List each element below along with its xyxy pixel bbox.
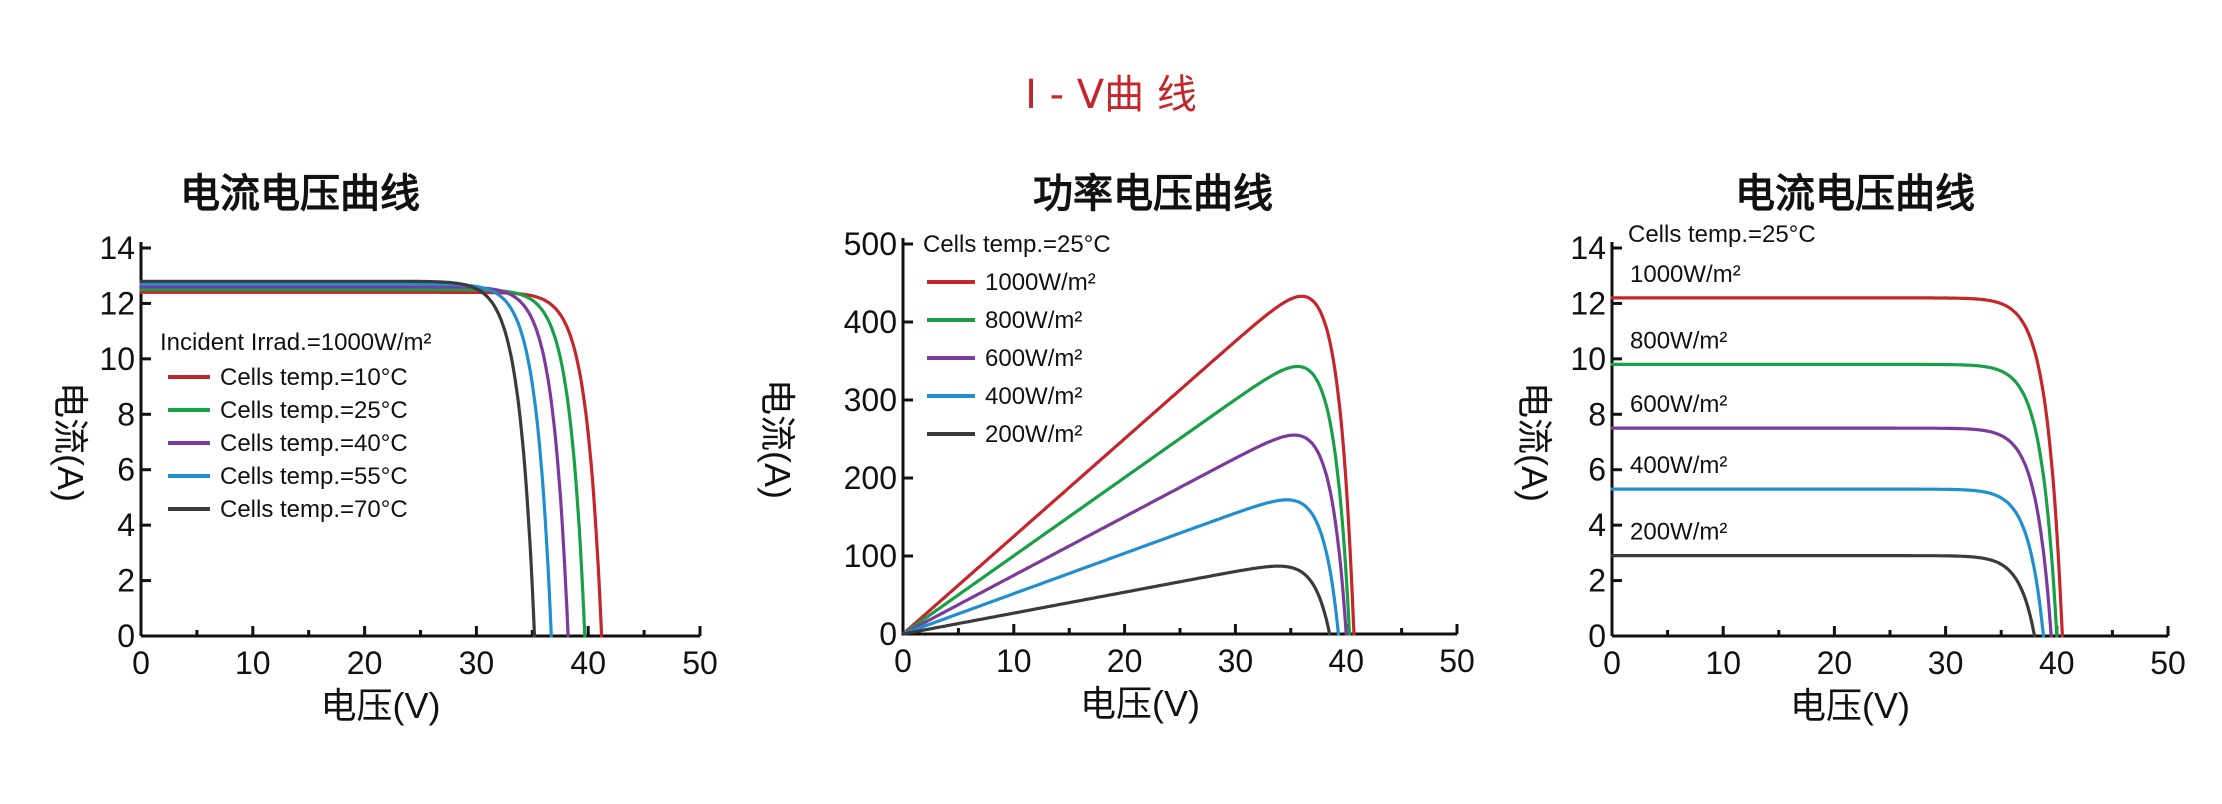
y-tick-label: 300 [844,382,897,418]
chart-3: 电流电压曲线 0 2 4 6 8 10 12 14 0 10 20 30 40 50 电压(V) 电流(A) 10… [1514,171,2186,726]
x-tick-label: 0 [132,645,150,681]
x-tick-label: 30 [1218,643,1254,679]
legend-item: Cells temp.=40°C [220,430,408,457]
series-label: 400W/m² [1630,452,1727,479]
y-tick-label: 6 [117,452,135,488]
y-tick-label: 10 [1570,341,1606,377]
chart-1: 电流电压曲线 0 2 4 6 8 10 12 14 0 10 20 30 40 50 电压(V) 电流(A) In… [50,171,718,726]
y-tick-label: 500 [844,226,897,262]
series-line [139,285,570,638]
legend-item: Cells temp.=70°C [220,496,408,523]
series-line [1610,554,2037,638]
legend-item: 200W/m² [985,421,1082,448]
y-tick-label: 0 [879,616,897,652]
y-axis-label: 电流(A) [1514,382,1555,502]
series-line [1610,362,2059,638]
y-tick-label: 4 [1588,507,1606,543]
series-line [139,282,553,638]
x-tick-label: 10 [1705,645,1741,681]
y-tick-label: 100 [844,538,897,574]
series-line [901,294,1356,636]
series-label: 200W/m² [1630,519,1727,546]
x-tick-label: 10 [996,643,1032,679]
series-label: 800W/m² [1630,327,1727,354]
chart-title: 电流电压曲线 [1735,171,1975,217]
y-tick-label: 14 [1570,230,1606,266]
y-tick-label: 200 [844,460,897,496]
series-line [1610,487,2046,638]
legend-title: Incident Irrad.=1000W/m² [160,329,431,356]
legend-item: 400W/m² [985,383,1082,410]
series-line [901,498,1340,636]
series-line [139,288,587,638]
legend-item: Cells temp.=25°C [220,397,408,424]
y-tick-label: 8 [117,396,135,432]
y-tick-label: 10 [99,341,135,377]
x-tick-label: 40 [570,645,606,681]
x-tick-label: 0 [894,643,912,679]
x-tick-label: 10 [235,645,271,681]
y-tick-label: 14 [99,230,135,266]
x-tick-label: 30 [1928,645,1964,681]
page-title: I - V曲 线 [1025,72,1197,118]
x-tick-label: 20 [347,645,383,681]
y-tick-label: 2 [1588,563,1606,599]
y-tick-label: 12 [99,285,135,321]
series-line [139,279,537,638]
y-tick-label: 400 [844,304,897,340]
y-tick-label: 0 [117,618,135,654]
legend-item: 600W/m² [985,345,1082,372]
y-tick-label: 12 [1570,285,1606,321]
y-axis-label: 电流(A) [757,379,798,499]
x-tick-label: 50 [2150,645,2186,681]
chart-title: 电流电压曲线 [180,171,420,217]
y-tick-label: 8 [1588,396,1606,432]
series-line [1610,296,2064,638]
legend-item: 1000W/m² [985,269,1096,296]
x-tick-label: 20 [1107,643,1143,679]
series-label: 1000W/m² [1630,261,1741,288]
chart-title: 功率电压曲线 [1033,171,1273,217]
x-axis-label: 电压(V) [1790,685,1910,726]
y-tick-label: 2 [117,563,135,599]
legend-item: Cells temp.=10°C [220,364,408,391]
chart-note: Cells temp.=25°C [1628,221,1816,248]
x-axis-label: 电压(V) [1080,683,1200,724]
x-tick-label: 40 [2039,645,2075,681]
series-line [901,564,1332,636]
legend-item: 800W/m² [985,307,1082,334]
y-tick-label: 0 [1588,618,1606,654]
chart-2: 功率电压曲线 0 100 200 300 400 500 0 10 20 30 40 50 电压(V) 电流… [757,171,1475,724]
y-tick-label: 4 [117,507,135,543]
x-axis-label: 电压(V) [321,685,441,726]
series-line [901,364,1352,636]
x-tick-label: 50 [1439,643,1475,679]
y-axis-label: 电流(A) [50,382,91,502]
y-tick-label: 6 [1588,452,1606,488]
x-tick-label: 40 [1328,643,1364,679]
x-tick-label: 0 [1603,645,1621,681]
x-tick-label: 20 [1817,645,1853,681]
series-line [901,433,1348,636]
x-tick-label: 50 [682,645,718,681]
series-label: 600W/m² [1630,391,1727,418]
series-line [1610,426,2053,638]
x-tick-label: 30 [459,645,495,681]
legend-item: Cells temp.=55°C [220,463,408,490]
chart-note: Cells temp.=25°C [923,231,1111,258]
